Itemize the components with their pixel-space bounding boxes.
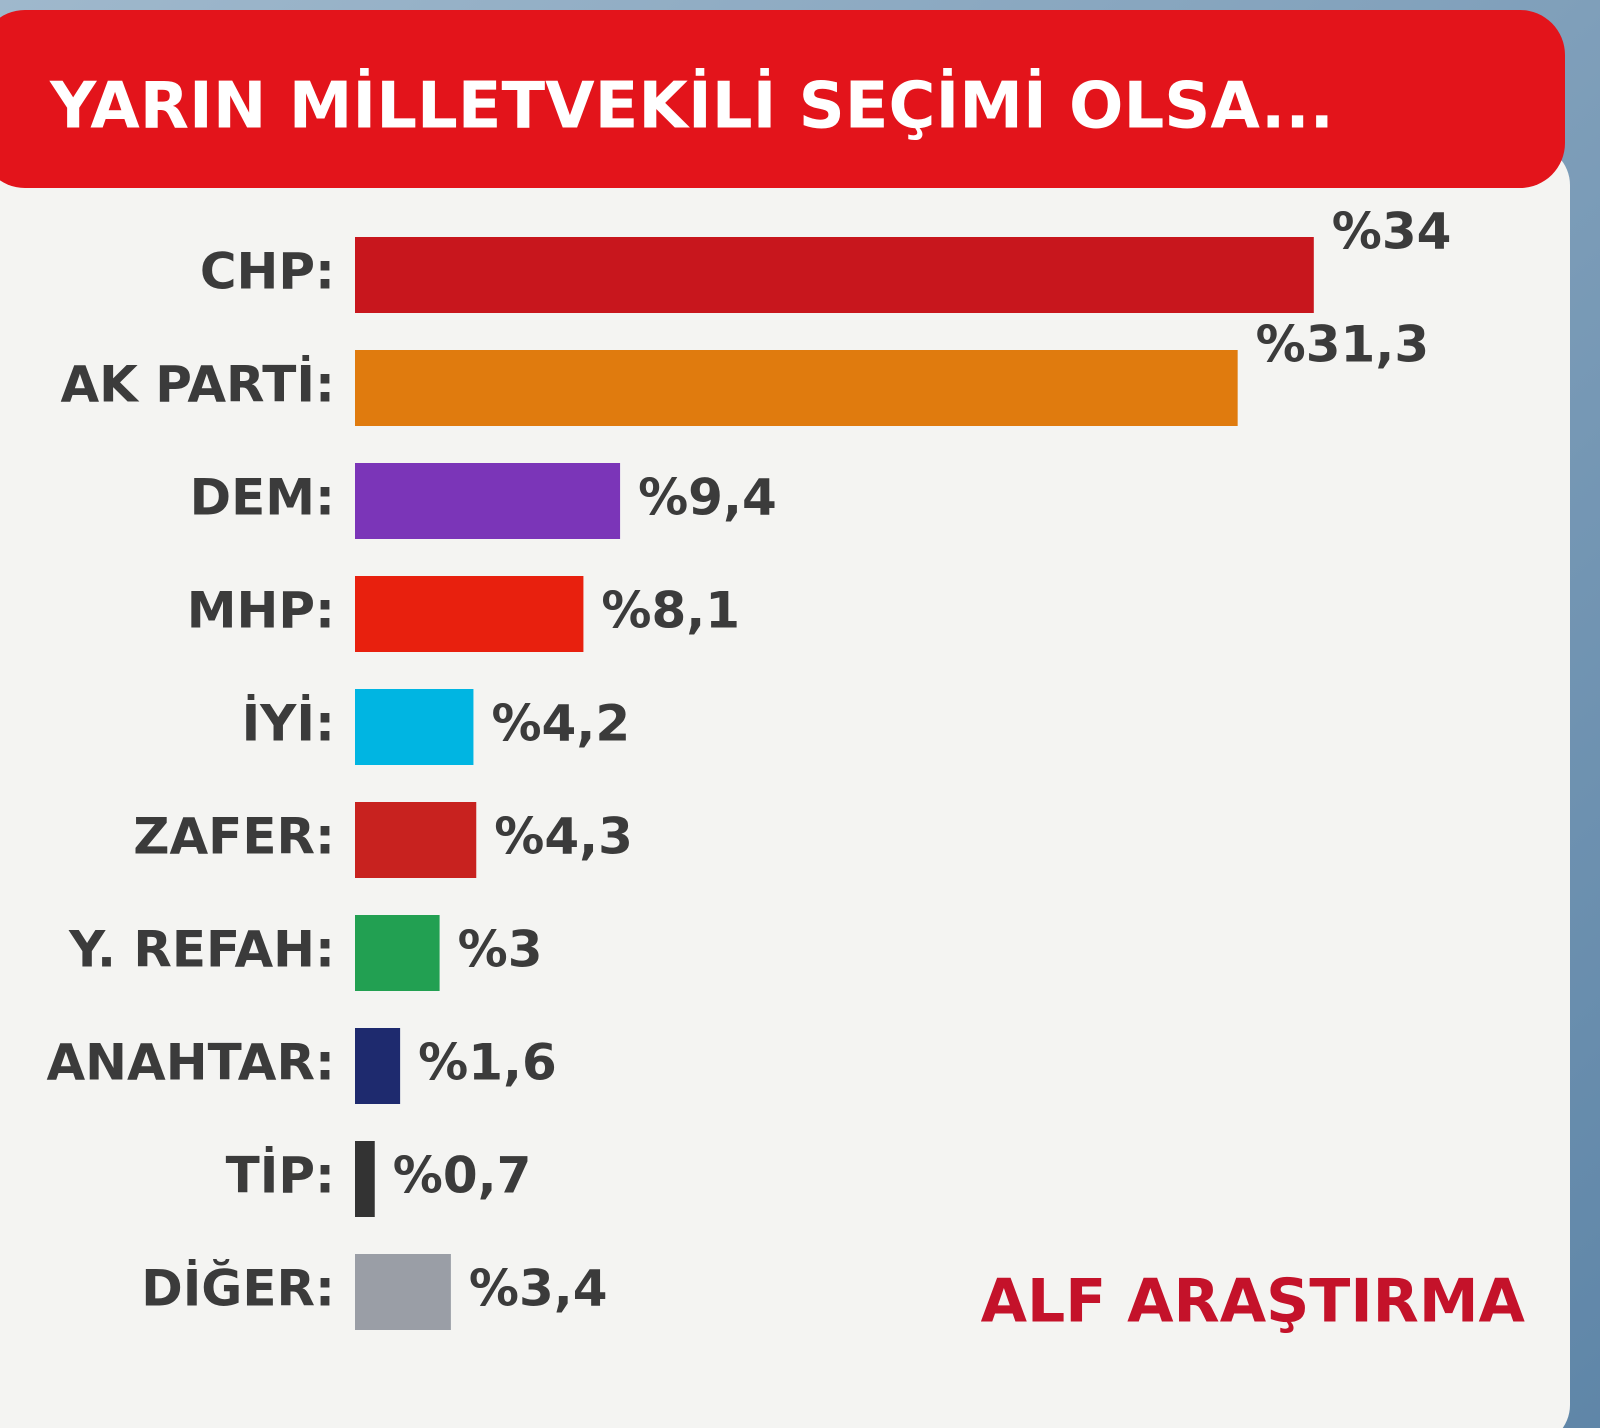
bar (355, 802, 477, 878)
bar (355, 1254, 451, 1330)
bar (355, 350, 1238, 426)
category-label: DİĞER: (141, 1259, 335, 1318)
bar (355, 1141, 375, 1217)
value-label: %4,2 (491, 695, 630, 753)
value-label: %0,7 (393, 1147, 532, 1205)
category-label: İYİ: (242, 695, 335, 753)
value-label: %31,3 (1256, 316, 1429, 374)
category-label: CHP: (200, 243, 335, 301)
category-label: TİP: (226, 1147, 335, 1205)
category-label: AK PARTİ: (60, 356, 335, 414)
value-label: %3 (458, 921, 543, 979)
bar (355, 1028, 401, 1104)
category-label: Y. REFAH: (68, 921, 335, 979)
bar (355, 576, 584, 652)
value-label: %1,6 (418, 1034, 557, 1092)
bar (355, 915, 440, 991)
value-label: %4,3 (494, 808, 633, 866)
bar (355, 463, 621, 539)
source: ALF ARAŞTIRMA (981, 1267, 1526, 1337)
category-label: DEM: (190, 469, 335, 527)
title-banner (0, 10, 1565, 188)
value-label: %8,1 (601, 582, 740, 640)
category-label: MHP: (187, 582, 335, 640)
value-label: %34 (1332, 203, 1452, 261)
bar (355, 237, 1314, 313)
category-label: ZAFER: (133, 808, 335, 866)
value-label: %9,4 (638, 469, 777, 527)
value-label: %3,4 (469, 1260, 608, 1318)
category-label: ANAHTAR: (46, 1034, 335, 1092)
chart-title: YARIN MİLLETVEKİLİ SEÇİMİ OLSA... (49, 68, 1334, 144)
bar (355, 689, 474, 765)
